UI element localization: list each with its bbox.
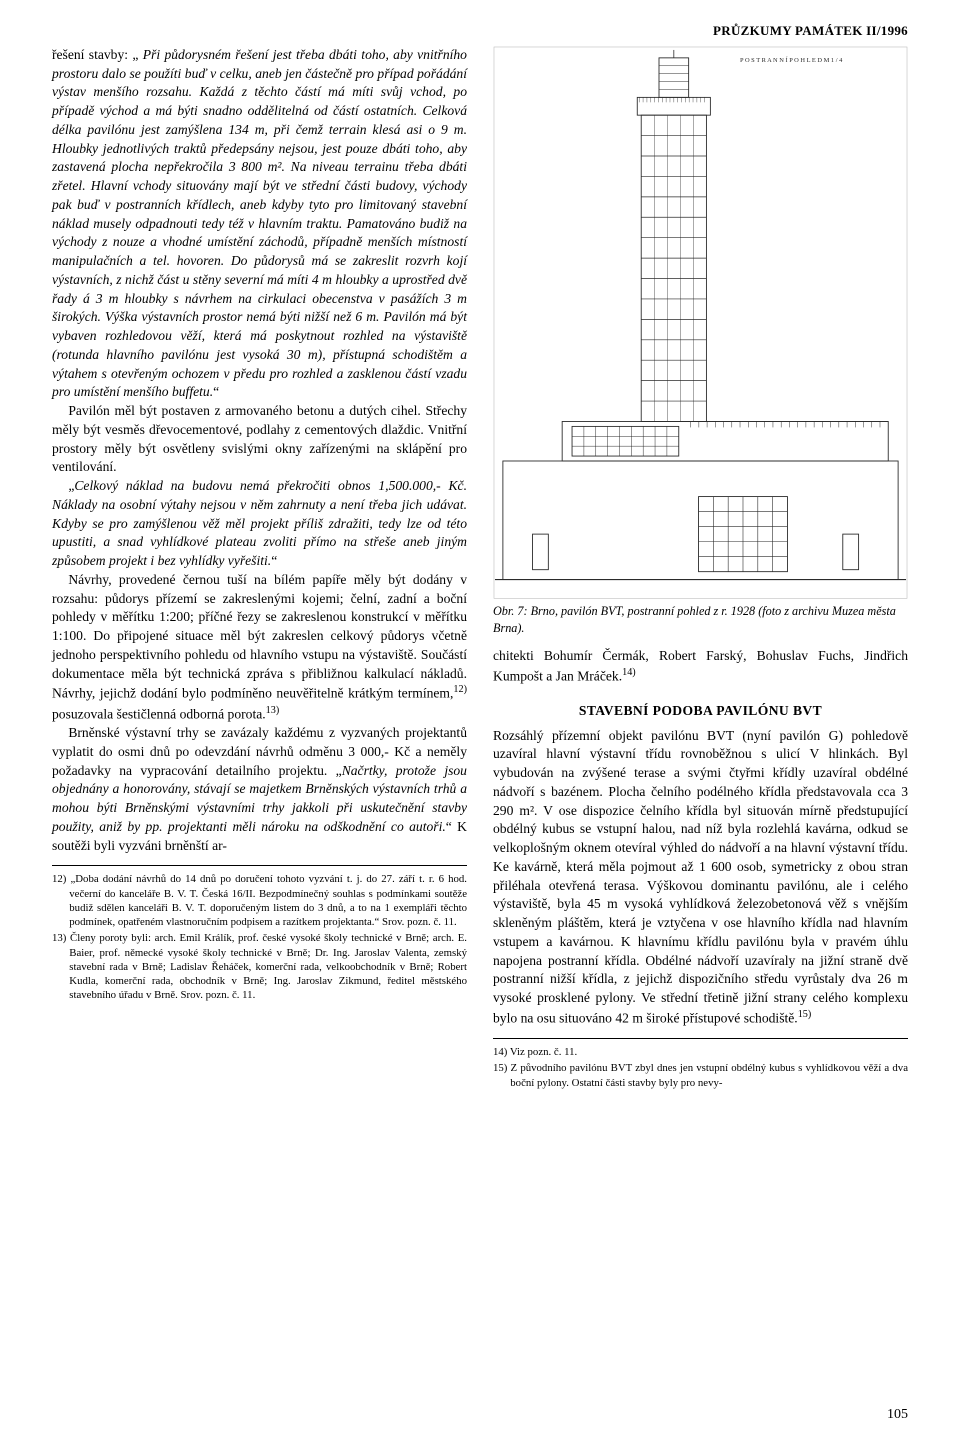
footnote-15: 15) Z původního pavilónu BVT zbyl dnes j… <box>493 1061 908 1090</box>
section-head: STAVEBNÍ PODOBA PAVILÓNU BVT <box>493 702 908 721</box>
svg-text:P O S T R A N N Í P O H L E: P O S T R A N N Í P O H L E D M 1 / 4 <box>740 56 843 64</box>
figure-7-caption: Obr. 7: Brno, pavilón BVT, postranní poh… <box>493 603 908 637</box>
lead-in: řešení stavby: „ <box>52 47 143 62</box>
footnotes-right: 14) Viz pozn. č. 11. 15) Z původního pav… <box>493 1038 908 1090</box>
drawings-text-a: Návrhy, provedené černou tuší na bílém p… <box>52 572 467 701</box>
fn-ref-15: 15) <box>798 1009 812 1020</box>
fn-ref-14: 14) <box>622 667 636 678</box>
para-bvt-body: Rozsáhlý přízemní objekt pavilónu BVT (n… <box>493 727 908 1029</box>
figure-7: P O S T R A N N Í P O H L E D M 1 / 4 Ob… <box>493 46 908 637</box>
footnote-14: 14) Viz pozn. č. 11. <box>493 1045 908 1059</box>
architects-text: chitekti Bohumír Čermák, Robert Farský, … <box>493 648 908 683</box>
bvt-body-text: Rozsáhlý přízemní objekt pavilónu BVT (n… <box>493 728 908 1026</box>
para-architects: chitekti Bohumír Čermák, Robert Farský, … <box>493 647 908 686</box>
page-number: 105 <box>887 1405 908 1424</box>
para-resolution: řešení stavby: „ Při půdorysném řešení j… <box>52 46 467 402</box>
italic-block-3: Celkový náklad na budovu nemá překročiti… <box>52 478 467 568</box>
fn-ref-13: 13) <box>266 705 280 716</box>
para-materials: Pavilón měl být postaven z armovaného be… <box>52 402 467 477</box>
footnotes-left: 12) „Doba dodání návrhů do 14 dnů po dor… <box>52 865 467 1002</box>
page: PRŮZKUMY PAMÁTEK II/1996 řešení stavby: … <box>0 0 960 1442</box>
elevation-drawing: P O S T R A N N Í P O H L E D M 1 / 4 <box>493 46 908 599</box>
italic-block-1: Při půdorysném řešení jest třeba dbáti t… <box>52 47 467 400</box>
body-columns: řešení stavby: „ Při půdorysném řešení j… <box>52 46 908 1090</box>
close-quote-3: “ <box>271 553 277 568</box>
close-quote-1: “ <box>213 384 219 399</box>
fn-ref-12: 12) <box>453 684 467 695</box>
drawings-text-b: posuzovala šestičlenná odborná porota. <box>52 706 266 721</box>
para-budget: „Celkový náklad na budovu nemá překročit… <box>52 477 467 571</box>
footnote-12: 12) „Doba dodání návrhů do 14 dnů po dor… <box>52 872 467 929</box>
running-head: PRŮZKUMY PAMÁTEK II/1996 <box>52 22 908 40</box>
footnote-13: 13) Členy poroty byli: arch. Emil Králík… <box>52 931 467 1002</box>
para-bvt-contract: Brněnské výstavní trhy se zavázaly každé… <box>52 724 467 855</box>
para-drawings: Návrhy, provedené černou tuší na bílém p… <box>52 571 467 724</box>
